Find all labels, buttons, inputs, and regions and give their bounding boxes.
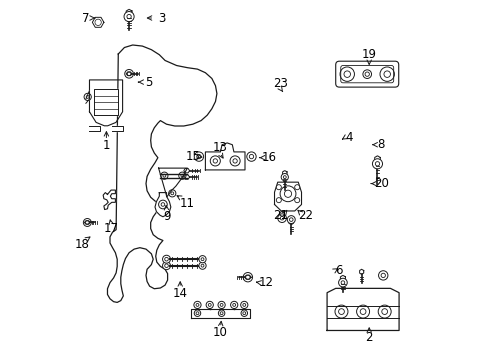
Polygon shape [327,288,399,330]
Circle shape [241,310,247,316]
Circle shape [179,172,186,179]
Polygon shape [184,168,190,173]
Text: 3: 3 [158,12,165,24]
Circle shape [194,301,201,309]
Circle shape [278,214,286,222]
Text: 8: 8 [377,138,385,151]
Circle shape [159,200,167,209]
Polygon shape [92,17,104,27]
Polygon shape [155,193,171,217]
Polygon shape [191,309,250,318]
Circle shape [339,278,347,287]
Text: 22: 22 [298,209,313,222]
Circle shape [363,70,371,78]
Circle shape [125,69,133,78]
Circle shape [206,301,213,309]
Text: 21: 21 [273,209,288,222]
Circle shape [276,198,281,203]
Circle shape [83,219,91,226]
Circle shape [340,67,354,81]
Circle shape [199,262,206,269]
Circle shape [169,190,176,197]
Circle shape [84,93,91,100]
Circle shape [163,262,171,270]
Circle shape [231,301,238,309]
Polygon shape [289,219,294,225]
Polygon shape [86,91,90,103]
Circle shape [378,305,391,318]
Text: 15: 15 [185,150,200,163]
Polygon shape [94,89,118,115]
Polygon shape [341,275,345,281]
Circle shape [163,255,171,263]
Text: 2: 2 [366,331,373,344]
Polygon shape [126,9,132,16]
Circle shape [294,198,300,203]
Circle shape [219,310,225,316]
Text: 4: 4 [345,131,352,144]
Polygon shape [245,275,251,279]
Polygon shape [159,168,187,197]
Text: 11: 11 [180,197,195,210]
Polygon shape [274,182,301,211]
FancyBboxPatch shape [336,61,399,87]
Text: 23: 23 [273,77,288,90]
Circle shape [241,301,248,309]
Polygon shape [184,175,190,179]
Text: 14: 14 [172,287,188,300]
Circle shape [287,216,295,224]
Circle shape [372,159,383,169]
Circle shape [380,67,394,81]
Polygon shape [126,72,132,76]
Circle shape [124,12,134,22]
Polygon shape [84,221,90,224]
Polygon shape [112,126,122,131]
Text: 9: 9 [163,210,170,222]
Polygon shape [205,143,245,170]
Polygon shape [107,45,217,302]
Circle shape [281,174,289,181]
Circle shape [199,256,206,263]
Text: 17: 17 [103,222,119,235]
Text: 5: 5 [145,76,152,89]
Circle shape [161,172,168,179]
Polygon shape [90,80,122,126]
Circle shape [280,186,296,202]
Circle shape [218,301,225,309]
Circle shape [294,185,300,190]
Circle shape [379,271,388,280]
Polygon shape [280,211,284,216]
Text: 13: 13 [212,141,227,154]
Polygon shape [375,156,380,162]
Polygon shape [90,126,100,131]
Circle shape [276,185,281,190]
Circle shape [194,152,204,161]
Text: 6: 6 [335,264,343,277]
Text: 10: 10 [213,327,228,339]
Text: 16: 16 [262,151,277,164]
Circle shape [243,273,252,282]
Circle shape [194,310,201,316]
Polygon shape [103,190,116,210]
Circle shape [247,152,256,161]
Text: 12: 12 [258,276,273,289]
Circle shape [357,305,369,318]
Text: 20: 20 [374,177,389,190]
Circle shape [230,156,240,166]
Circle shape [210,156,221,166]
Circle shape [335,305,348,318]
Text: 1: 1 [102,139,110,152]
Polygon shape [283,171,287,176]
Text: 19: 19 [362,48,377,61]
Text: 18: 18 [75,238,90,251]
Polygon shape [360,269,364,274]
Text: 7: 7 [82,12,90,24]
